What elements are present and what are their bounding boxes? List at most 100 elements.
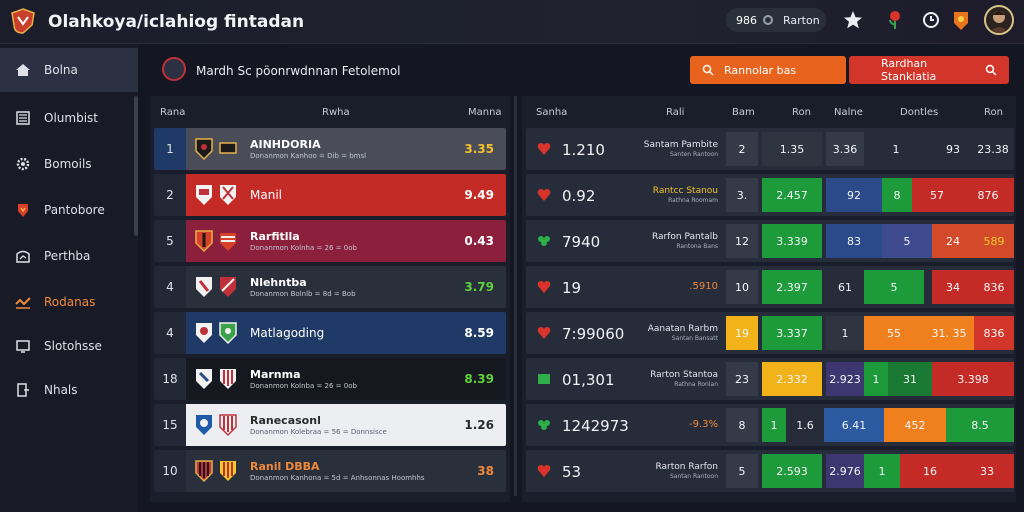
table-row[interactable]: 53 Rarton Rarfon Santan Rantoon 5 2.593 … bbox=[526, 450, 1014, 492]
sidebar-item-settings[interactable]: Bomoils bbox=[0, 142, 138, 186]
stat-cell[interactable]: 19 bbox=[726, 316, 758, 350]
table-row[interactable]: 2 Manil 9.49 bbox=[154, 174, 506, 216]
team-name: Rarfitlla bbox=[250, 230, 300, 243]
stat-cell[interactable]: 452 bbox=[884, 408, 946, 442]
sidebar-item-shield[interactable]: Pantobore bbox=[0, 188, 138, 232]
stat-cell[interactable]: 31. 35 bbox=[924, 316, 974, 350]
stat-cell[interactable]: 1 bbox=[864, 454, 900, 488]
stat-cell[interactable]: 2 bbox=[726, 132, 758, 166]
column-header[interactable]: Nalne bbox=[834, 107, 863, 118]
stat-cell[interactable]: 12 bbox=[726, 224, 758, 258]
table-row[interactable]: 1.210 Santam Pambite Santen Rantoon 2 1.… bbox=[526, 128, 1014, 170]
badge-icon[interactable] bbox=[950, 9, 972, 31]
stat-cell[interactable]: 836 bbox=[974, 316, 1014, 350]
column-header[interactable]: Dontles bbox=[900, 107, 939, 118]
stat-cell[interactable]: 24 bbox=[932, 224, 974, 258]
stat-cell[interactable]: 5 bbox=[882, 224, 932, 258]
stat-cell[interactable]: 1 bbox=[762, 408, 786, 442]
avatar[interactable] bbox=[984, 5, 1014, 35]
table-row[interactable]: 01,301 Rarton Stantoa Rathna Ronlan 23 2… bbox=[526, 358, 1014, 400]
stat-cell[interactable]: 3.398 bbox=[932, 362, 1014, 396]
stat-cell[interactable]: 3. bbox=[726, 178, 758, 212]
stat-cell[interactable]: 2.397 bbox=[762, 270, 822, 304]
stat-cell[interactable]: 589 bbox=[974, 224, 1014, 258]
stat-cell[interactable]: 8 bbox=[726, 408, 758, 442]
table-row[interactable]: 0.92 Rantcc Stanou Rathna Roomam 3. 2.45… bbox=[526, 174, 1014, 216]
table-row[interactable]: 15 Ranecasonl Donanmon Kolebraa = 56 = D… bbox=[154, 404, 506, 446]
odds-value: 38 bbox=[477, 464, 494, 478]
table-row[interactable]: 5 Rarfitlla Donanmon Kolnha = 26 = 0ob 0… bbox=[154, 220, 506, 262]
stat-cell[interactable]: 2.457 bbox=[762, 178, 822, 212]
star-icon[interactable] bbox=[842, 9, 864, 31]
stat-cell[interactable]: 57 bbox=[912, 178, 962, 212]
sidebar-item-wave[interactable]: Rodanas bbox=[0, 280, 138, 324]
stat-cell[interactable]: 876 bbox=[962, 178, 1014, 212]
stat-cell[interactable]: 61 bbox=[826, 270, 864, 304]
player-team: Santan Rantoon bbox=[669, 473, 718, 480]
panel-divider[interactable] bbox=[514, 96, 517, 496]
stat-cell[interactable]: 1 bbox=[826, 316, 864, 350]
stat-cell[interactable]: 23.38 bbox=[972, 132, 1014, 166]
stat-cell[interactable]: 23 bbox=[726, 362, 758, 396]
stat-cell[interactable]: 10 bbox=[726, 270, 758, 304]
sidebar-item-list[interactable]: Olumbist bbox=[0, 96, 138, 140]
sidebar-item-door[interactable]: Nhals bbox=[0, 368, 138, 412]
stat-cell[interactable]: 31 bbox=[888, 362, 932, 396]
sidebar-item-home[interactable]: Bolna bbox=[0, 48, 138, 92]
standings-table: Rana Rwha Manna 1 AINHDORIA Donanmon Kan… bbox=[150, 96, 510, 502]
filter-button[interactable]: Rardhan Stanklatia bbox=[849, 56, 1009, 84]
stat-cell[interactable]: 2.976 bbox=[826, 454, 864, 488]
sidebar-scrollbar[interactable] bbox=[134, 96, 138, 236]
table-row[interactable]: 4 Matlagoding 8.59 bbox=[154, 312, 506, 354]
stat-cell[interactable]: 6.41 bbox=[824, 408, 884, 442]
stat-cell[interactable]: 1 bbox=[868, 132, 924, 166]
stat-cell[interactable]: 34 bbox=[932, 270, 974, 304]
stat-cell[interactable]: 93 bbox=[928, 132, 978, 166]
stat-cell[interactable]: 33 bbox=[960, 454, 1014, 488]
stat-cell[interactable]: 2.593 bbox=[762, 454, 822, 488]
stat-cell[interactable]: 8 bbox=[882, 178, 912, 212]
rose-icon[interactable] bbox=[884, 9, 906, 31]
table-row[interactable]: 7940 Rarfon Pantalb Rantona Bans 12 3.33… bbox=[526, 220, 1014, 262]
balance-pill[interactable]: 986 Rarton bbox=[726, 8, 826, 32]
stat-cell[interactable]: 16 bbox=[900, 454, 960, 488]
stat-cell[interactable]: 1 bbox=[864, 362, 888, 396]
table-row[interactable]: 1242973 -9.3% 8 1 1.6 6.41 452 8.5 bbox=[526, 404, 1014, 446]
stat-cell[interactable]: 8.5 bbox=[946, 408, 1014, 442]
table-row[interactable]: 19 .5910 10 2.397 61 5 34 836 bbox=[526, 266, 1014, 308]
search-icon bbox=[702, 64, 714, 76]
stat-cell[interactable]: 5 bbox=[864, 270, 924, 304]
column-header[interactable]: Rali bbox=[666, 107, 685, 118]
stat-cell[interactable]: 1.35 bbox=[762, 132, 822, 166]
column-header[interactable]: Ron bbox=[792, 107, 811, 118]
stat-cell[interactable]: 3.36 bbox=[826, 132, 864, 166]
rank-cell: 10 bbox=[154, 450, 186, 492]
player-name: Aanatan Rarbm bbox=[647, 324, 718, 334]
table-row[interactable]: 18 Marnma Donanmon Kolnba = 26 = 0ob 8.3… bbox=[154, 358, 506, 400]
table-row[interactable]: 4 Nlehntba Donanmon Bolnlb = 8d = Bob 3.… bbox=[154, 266, 506, 308]
stat-cell[interactable]: 3.339 bbox=[762, 224, 822, 258]
stat-cell[interactable]: 83 bbox=[826, 224, 882, 258]
stat-cell[interactable]: 2.332 bbox=[762, 362, 822, 396]
stat-cell[interactable]: 1.6 bbox=[786, 408, 824, 442]
table-row[interactable]: 1 AINHDORIA Donanmon Kanhoo = Dib = bmsl… bbox=[154, 128, 506, 170]
table-header: Rana Rwha Manna bbox=[150, 104, 510, 124]
stat-cell[interactable]: 55 bbox=[864, 316, 924, 350]
stat-cell[interactable]: 5 bbox=[726, 454, 758, 488]
column-header[interactable]: Sanha bbox=[536, 107, 568, 118]
column-header[interactable]: Bam bbox=[732, 107, 755, 118]
sidebar-item-chart[interactable]: Perthba bbox=[0, 234, 138, 278]
table-row[interactable]: 7:99060 Aanatan Rarbm Santan Bansatt 19 … bbox=[526, 312, 1014, 354]
table-row[interactable]: 10 Ranil DBBA Donanmon Kanhona = 5d = An… bbox=[154, 450, 506, 492]
stat-cell[interactable]: 92 bbox=[826, 178, 882, 212]
column-header[interactable]: Manna bbox=[468, 107, 502, 118]
column-header[interactable]: Rana bbox=[160, 107, 186, 118]
search-button[interactable]: Rannolar bas bbox=[690, 56, 846, 84]
sidebar-item-monitor[interactable]: Slotohsse bbox=[0, 324, 138, 368]
stat-cell[interactable]: 836 bbox=[974, 270, 1014, 304]
stat-cell[interactable]: 2.923 bbox=[826, 362, 864, 396]
stat-cell[interactable]: 3.337 bbox=[762, 316, 822, 350]
timer-icon[interactable] bbox=[920, 9, 942, 31]
column-header[interactable]: Rwha bbox=[322, 107, 350, 118]
column-header[interactable]: Ron bbox=[984, 107, 1003, 118]
